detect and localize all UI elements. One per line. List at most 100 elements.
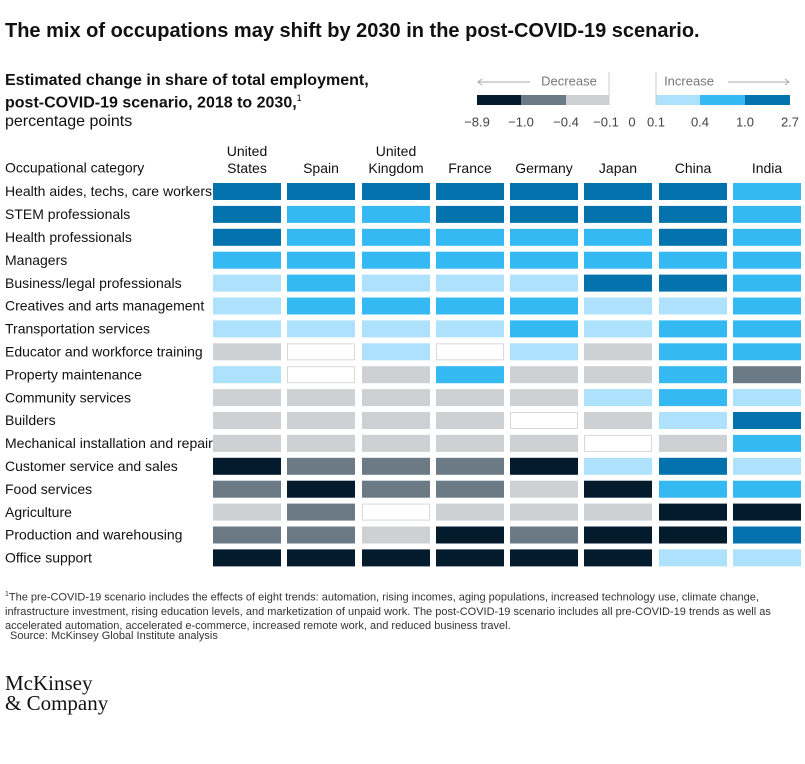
cell — [659, 389, 727, 407]
legend-tick-label: 0.1 — [647, 114, 665, 129]
arrow-head — [477, 78, 483, 86]
cell — [584, 366, 652, 384]
cell — [733, 480, 801, 498]
cell — [213, 526, 281, 544]
cell — [213, 389, 281, 407]
cell — [584, 343, 652, 361]
cell — [436, 480, 504, 498]
column-label: United States — [226, 143, 268, 176]
cell — [436, 183, 504, 200]
cell — [510, 434, 578, 452]
cell — [659, 480, 727, 498]
cell — [659, 274, 727, 292]
cell — [733, 389, 801, 407]
cell — [584, 251, 652, 269]
cell — [287, 457, 355, 475]
cell — [436, 274, 504, 292]
cell — [733, 228, 801, 246]
cell — [436, 389, 504, 407]
logo: McKinsey — [5, 671, 93, 695]
cell — [584, 526, 652, 544]
legend-swatch — [700, 95, 745, 105]
row-label: Educator and workforce training — [5, 344, 203, 360]
cell — [362, 480, 430, 498]
cell — [213, 366, 281, 384]
cell — [436, 251, 504, 269]
cell — [362, 412, 430, 429]
cell — [659, 228, 727, 246]
cell — [287, 251, 355, 269]
column-label: Spain — [303, 160, 339, 176]
cell — [287, 343, 355, 361]
cell — [436, 297, 504, 315]
legend-swatch — [566, 95, 609, 105]
row-label: Builders — [5, 412, 56, 428]
cell — [287, 366, 355, 384]
cell — [510, 412, 578, 429]
cell — [287, 389, 355, 407]
cell — [362, 457, 430, 475]
legend-tick-label: 0.4 — [691, 114, 709, 129]
cell — [510, 549, 578, 567]
cell — [213, 412, 281, 429]
row-label: Transportation services — [5, 321, 150, 337]
cell — [287, 228, 355, 246]
cell — [733, 366, 801, 384]
cell — [510, 389, 578, 407]
cell — [733, 297, 801, 315]
legend-swatch — [745, 95, 790, 105]
cell — [213, 343, 281, 361]
cell — [510, 457, 578, 475]
cell — [213, 434, 281, 452]
subtitle: post-COVID-19 scenario, 2018 to 2030,1 — [5, 93, 302, 112]
row-label: Property maintenance — [5, 366, 142, 382]
cell — [436, 320, 504, 338]
cell — [584, 457, 652, 475]
cell — [659, 205, 727, 223]
cell — [362, 228, 430, 246]
row-label: Food services — [5, 481, 92, 497]
cell — [659, 320, 727, 338]
cell — [659, 434, 727, 452]
cell — [510, 205, 578, 223]
row-label: Production and warehousing — [5, 527, 182, 543]
subtitle: Estimated change in share of total emplo… — [5, 72, 369, 89]
cell — [584, 412, 652, 429]
row-label: STEM professionals — [5, 206, 130, 222]
cell — [362, 549, 430, 567]
cell — [584, 205, 652, 223]
legend-decrease: Decrease — [541, 73, 597, 88]
cell — [287, 320, 355, 338]
cell — [733, 251, 801, 269]
cell — [659, 183, 727, 200]
cell — [733, 205, 801, 223]
footnote-text: The pre-COVID-19 scenario includes the e… — [5, 591, 771, 632]
cell — [362, 503, 430, 521]
cell — [362, 274, 430, 292]
cell — [362, 251, 430, 269]
cell — [287, 526, 355, 544]
unit: percentage points — [5, 113, 133, 130]
legend-swatch — [521, 95, 566, 105]
cell — [659, 412, 727, 429]
cell — [213, 549, 281, 567]
arrow-head — [784, 78, 790, 86]
cell — [733, 526, 801, 544]
column-label: India — [751, 160, 783, 176]
subtitle-note: 1 — [296, 93, 302, 103]
legend-swatch — [609, 95, 632, 105]
cell — [362, 366, 430, 384]
cell — [510, 526, 578, 544]
cell — [362, 526, 430, 544]
cell — [510, 480, 578, 498]
legend-tick-label: −8.9 — [464, 114, 490, 129]
title: The mix of occupations may shift by 2030… — [5, 20, 700, 42]
cell — [436, 366, 504, 384]
row-label: Community services — [5, 389, 131, 405]
logo: & Company — [5, 691, 109, 715]
legend-swatch — [632, 95, 656, 105]
cell — [584, 434, 652, 452]
cell — [510, 297, 578, 315]
footnote-marker: 1 — [5, 591, 9, 598]
